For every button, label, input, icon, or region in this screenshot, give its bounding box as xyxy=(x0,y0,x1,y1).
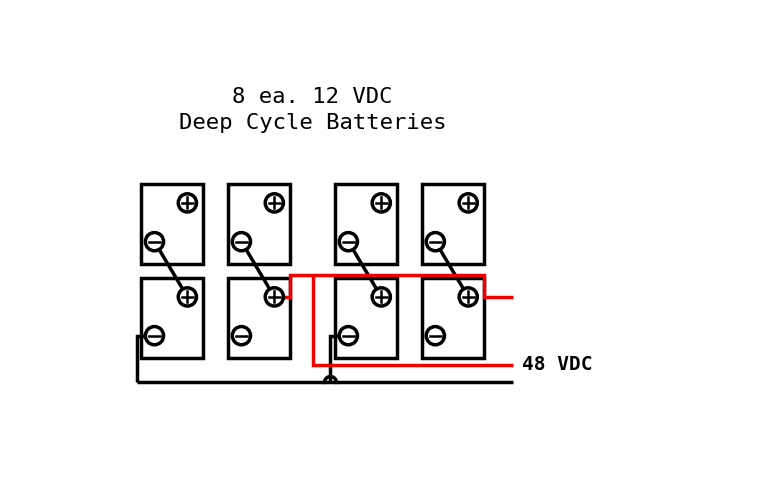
Circle shape xyxy=(179,194,197,212)
Circle shape xyxy=(145,233,163,251)
Text: 8 ea. 12 VDC: 8 ea. 12 VDC xyxy=(233,86,393,107)
Bar xyxy=(335,278,397,358)
Circle shape xyxy=(459,288,477,306)
Text: Deep Cycle Batteries: Deep Cycle Batteries xyxy=(179,113,446,133)
Circle shape xyxy=(426,326,445,345)
Circle shape xyxy=(372,288,391,306)
Bar xyxy=(228,185,290,264)
Circle shape xyxy=(459,194,477,212)
Circle shape xyxy=(179,288,197,306)
Text: 48 VDC: 48 VDC xyxy=(522,355,593,374)
Circle shape xyxy=(233,233,251,251)
Circle shape xyxy=(233,326,251,345)
Circle shape xyxy=(265,194,283,212)
Bar xyxy=(141,278,203,358)
Bar xyxy=(141,185,203,264)
Circle shape xyxy=(145,326,163,345)
Bar xyxy=(228,278,290,358)
Bar xyxy=(422,185,484,264)
Circle shape xyxy=(339,233,357,251)
Circle shape xyxy=(339,326,357,345)
Bar xyxy=(335,185,397,264)
Circle shape xyxy=(265,288,283,306)
Circle shape xyxy=(426,233,445,251)
Bar xyxy=(422,278,484,358)
Circle shape xyxy=(372,194,391,212)
